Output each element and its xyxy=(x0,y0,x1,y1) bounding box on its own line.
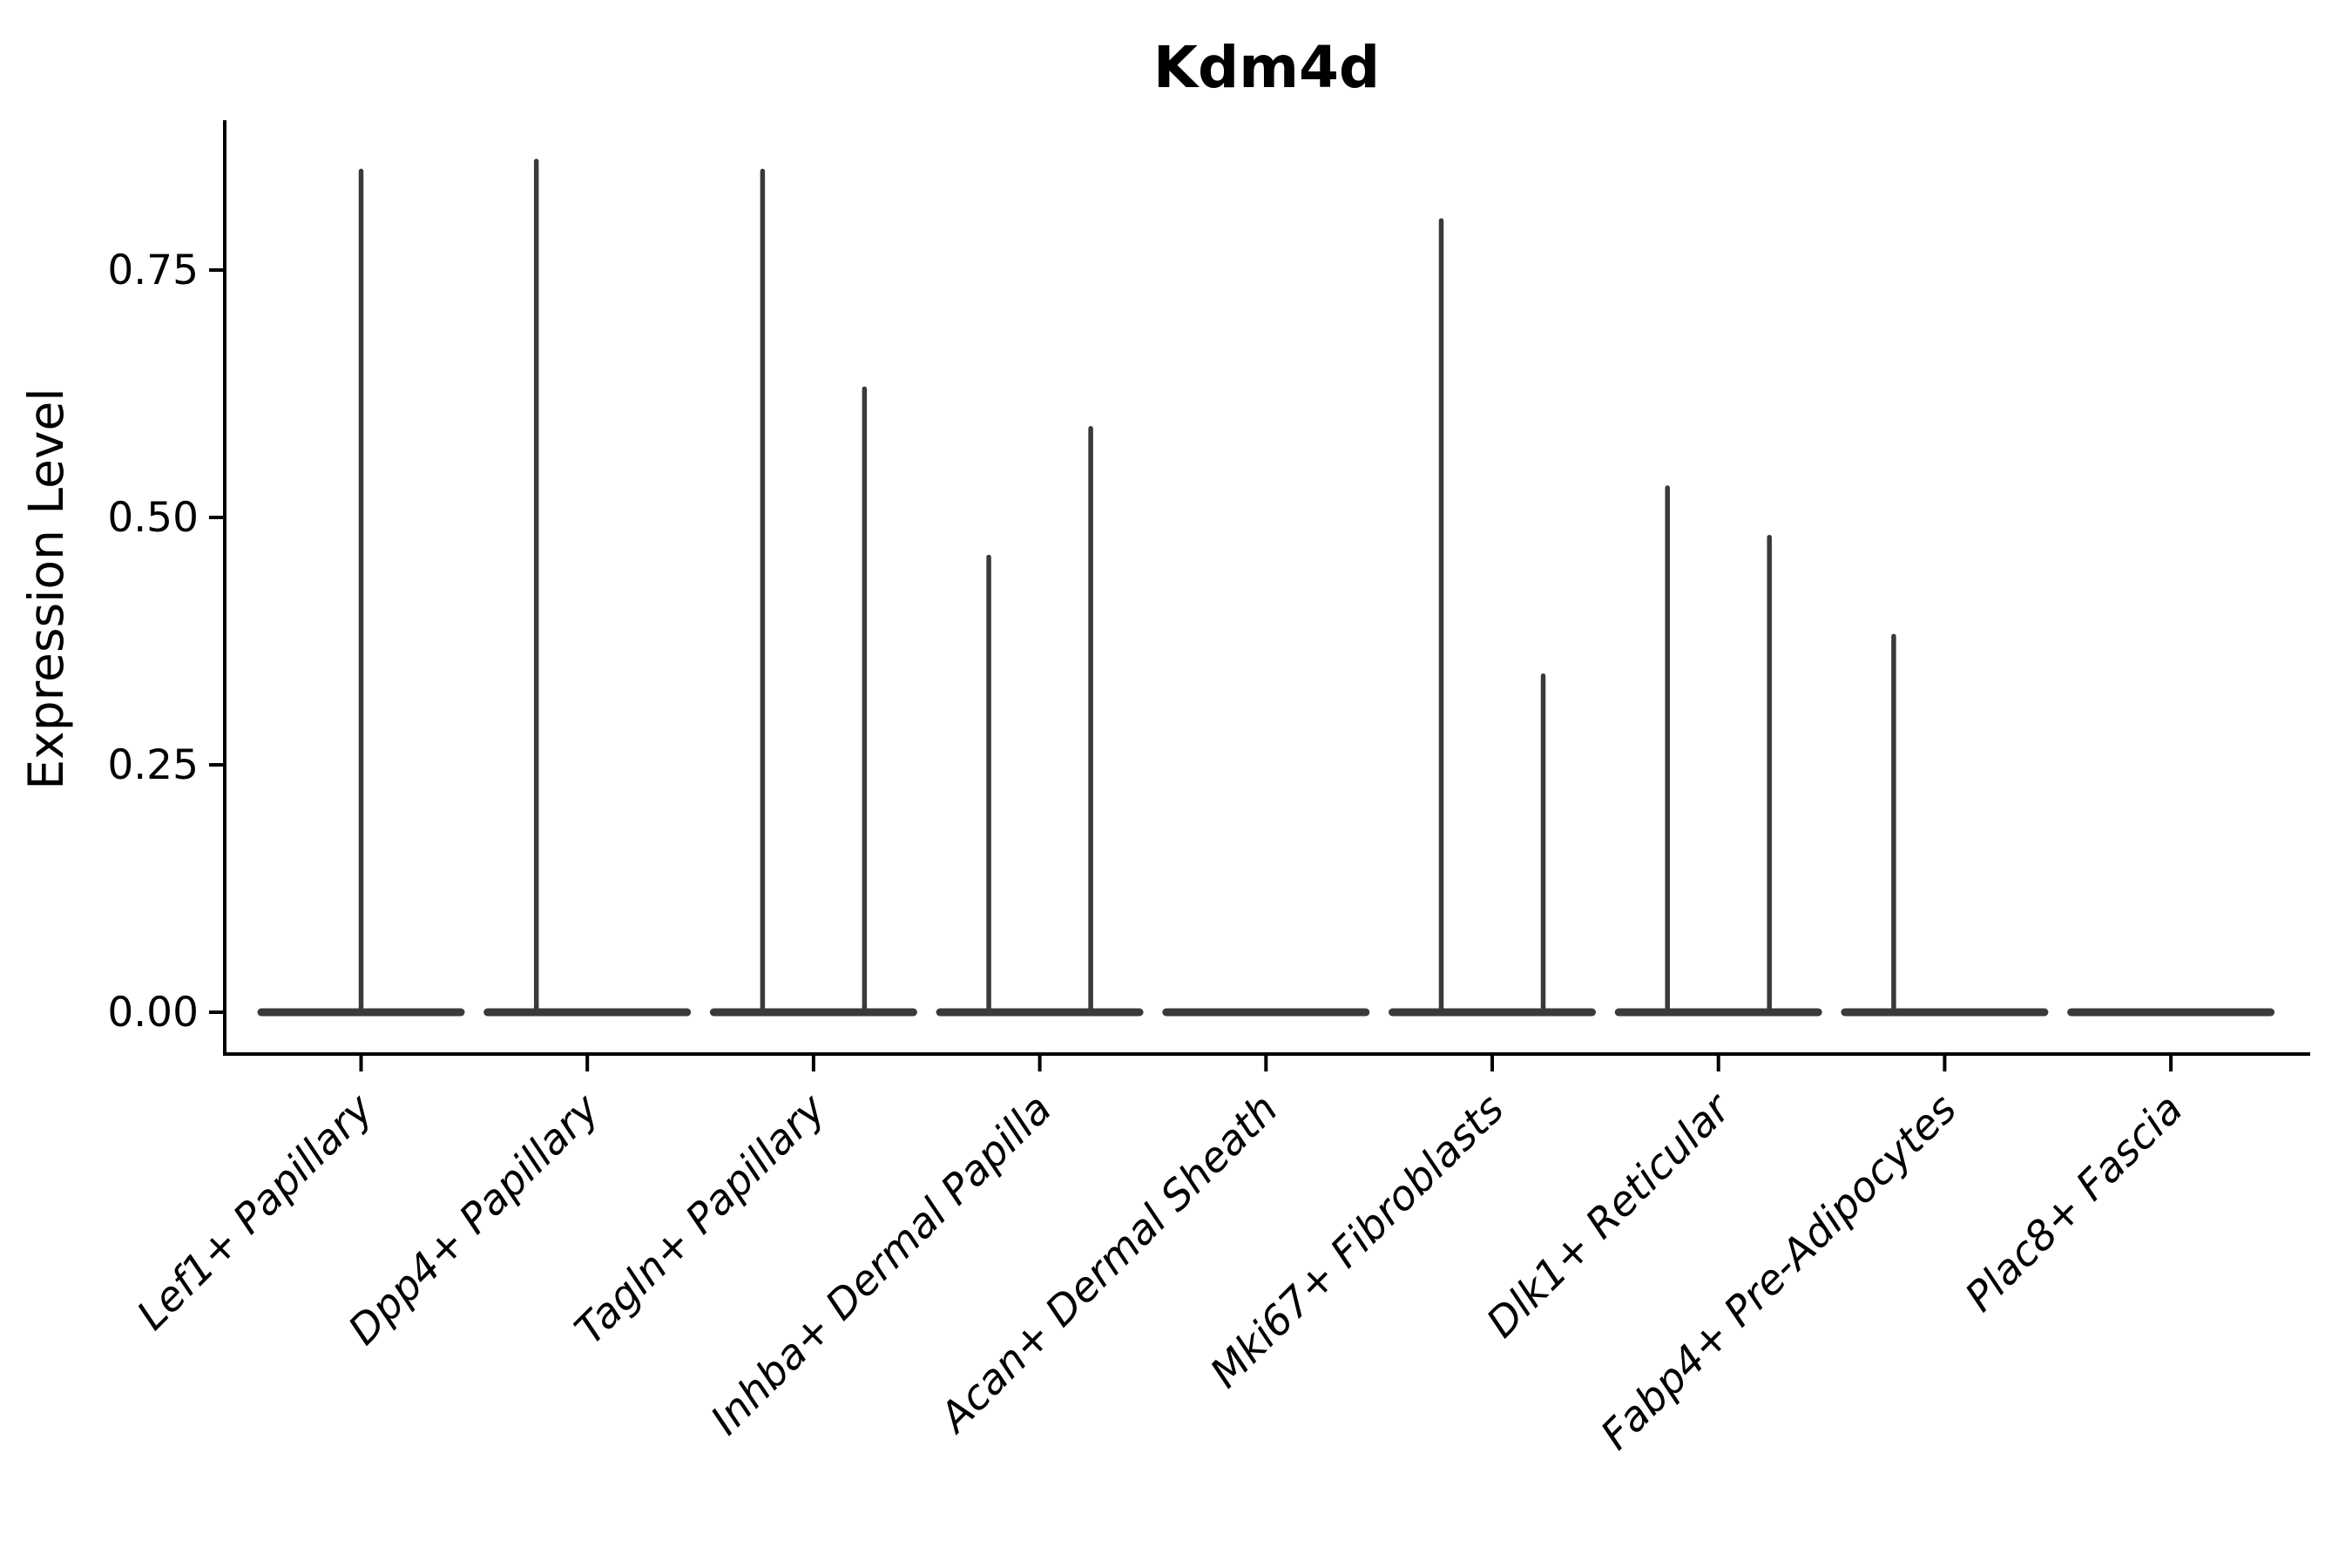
violin xyxy=(936,426,1144,1017)
violin xyxy=(709,168,917,1017)
violin xyxy=(1389,218,1596,1017)
y-tick-marks xyxy=(209,268,225,1014)
y-tick-label: 0.50 xyxy=(107,494,199,542)
y-tick-labels: 0.00 0.25 0.50 0.75 xyxy=(107,247,199,1037)
x-tick-label: Tagln+ Papillary xyxy=(566,1085,836,1355)
x-tick-label: Lef1+ Papillary xyxy=(128,1085,383,1340)
y-tick-label: 0.25 xyxy=(107,741,199,789)
violin xyxy=(257,168,465,1017)
x-tick-label: Dlk1+ Reticular xyxy=(1477,1084,1741,1348)
x-tick-marks xyxy=(359,1056,2173,1071)
y-axis-label: Expression Level xyxy=(18,388,74,789)
violin xyxy=(1841,633,2049,1017)
violin xyxy=(1614,485,1822,1017)
violins xyxy=(257,159,2275,1017)
x-tick-label: Fabp4+ Pre-Adipocytes xyxy=(1592,1085,1965,1459)
y-tick-label: 0.00 xyxy=(107,989,199,1037)
violin xyxy=(483,159,692,1017)
x-tick-label: Plac8+ Fascia xyxy=(1957,1085,2193,1321)
x-tick-label: Dpp4+ Papillary xyxy=(340,1085,610,1355)
y-tick-label: 0.75 xyxy=(107,247,199,294)
plot-title: Kdm4d xyxy=(1153,34,1380,101)
